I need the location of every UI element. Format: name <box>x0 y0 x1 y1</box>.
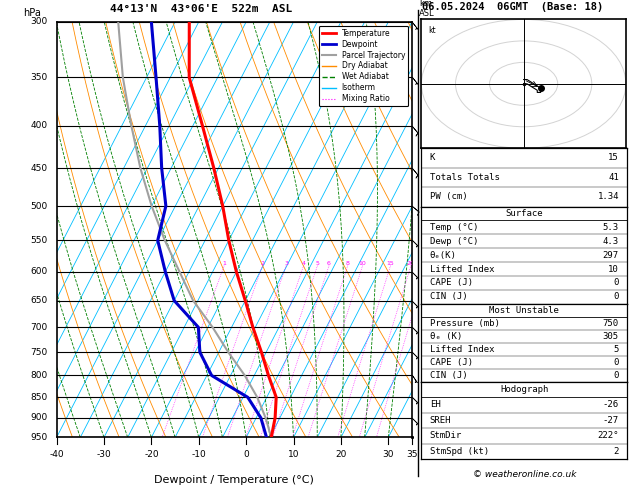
Text: 850: 850 <box>30 393 48 402</box>
Text: 800: 800 <box>30 371 48 380</box>
Text: 8: 8 <box>346 260 350 266</box>
Text: 550: 550 <box>30 236 48 245</box>
Text: CIN (J): CIN (J) <box>430 292 467 301</box>
Text: 20: 20 <box>407 260 415 266</box>
Text: θₑ(K): θₑ(K) <box>430 251 457 260</box>
Text: K: K <box>430 154 435 162</box>
Text: 6: 6 <box>327 260 331 266</box>
Text: StmDir: StmDir <box>430 432 462 440</box>
Text: 5.3: 5.3 <box>603 223 619 232</box>
Text: -27: -27 <box>603 416 619 425</box>
Text: 600: 600 <box>30 267 48 276</box>
Text: 7: 7 <box>421 131 426 140</box>
Text: 1: 1 <box>222 260 226 266</box>
Text: Mixing Ratio (g/kg): Mixing Ratio (g/kg) <box>443 210 452 290</box>
Text: 41: 41 <box>608 173 619 182</box>
Text: 700: 700 <box>30 323 48 332</box>
Text: StmSpd (kt): StmSpd (kt) <box>430 447 489 456</box>
Text: 1.34: 1.34 <box>598 192 619 201</box>
Text: -20: -20 <box>144 450 159 459</box>
Text: Temp (°C): Temp (°C) <box>430 223 478 232</box>
Text: 44°13'N  43°06'E  522m  ASL: 44°13'N 43°06'E 522m ASL <box>110 3 292 14</box>
Text: hPa: hPa <box>23 8 41 17</box>
Legend: Temperature, Dewpoint, Parcel Trajectory, Dry Adiabat, Wet Adiabat, Isotherm, Mi: Temperature, Dewpoint, Parcel Trajectory… <box>319 26 408 106</box>
Text: 2: 2 <box>421 369 426 378</box>
Text: CAPE (J): CAPE (J) <box>430 278 472 287</box>
Text: 10: 10 <box>608 264 619 274</box>
Text: km
ASL: km ASL <box>419 0 435 17</box>
Text: 5: 5 <box>316 260 320 266</box>
Text: CIN (J): CIN (J) <box>430 370 467 380</box>
Text: 8: 8 <box>421 80 426 89</box>
Text: Totals Totals: Totals Totals <box>430 173 499 182</box>
Text: 400: 400 <box>31 121 48 130</box>
Text: 950: 950 <box>30 433 48 442</box>
Text: 1: 1 <box>421 413 426 422</box>
Text: 10: 10 <box>288 450 299 459</box>
Text: CAPE (J): CAPE (J) <box>430 358 472 366</box>
Text: 15: 15 <box>608 154 619 162</box>
Text: Lifted Index: Lifted Index <box>430 345 494 354</box>
Text: 297: 297 <box>603 251 619 260</box>
Text: 500: 500 <box>30 202 48 210</box>
Text: 300: 300 <box>30 17 48 26</box>
Text: θₑ (K): θₑ (K) <box>430 331 462 341</box>
Text: 10: 10 <box>359 260 367 266</box>
Text: 4.3: 4.3 <box>603 237 619 246</box>
Text: 0: 0 <box>613 370 619 380</box>
Text: 2: 2 <box>613 447 619 456</box>
Text: 6: 6 <box>421 181 426 190</box>
Text: 4: 4 <box>421 277 426 286</box>
Text: 0: 0 <box>613 358 619 366</box>
Text: 900: 900 <box>30 414 48 422</box>
Text: Hodograph: Hodograph <box>500 385 548 394</box>
Text: -10: -10 <box>191 450 206 459</box>
Text: kt: kt <box>428 26 436 35</box>
Text: 750: 750 <box>603 319 619 328</box>
Text: 3: 3 <box>284 260 288 266</box>
Text: EH: EH <box>430 400 440 409</box>
Text: -40: -40 <box>49 450 64 459</box>
Text: Pressure (mb): Pressure (mb) <box>430 319 499 328</box>
Text: Dewpoint / Temperature (°C): Dewpoint / Temperature (°C) <box>154 475 314 485</box>
Text: 305: 305 <box>603 331 619 341</box>
Text: 350: 350 <box>30 73 48 82</box>
Text: 5: 5 <box>613 345 619 354</box>
Text: 0: 0 <box>613 292 619 301</box>
Text: © weatheronline.co.uk: © weatheronline.co.uk <box>472 469 576 479</box>
Text: 06.05.2024  06GMT  (Base: 18): 06.05.2024 06GMT (Base: 18) <box>423 2 604 12</box>
Text: Most Unstable: Most Unstable <box>489 306 559 315</box>
Text: 3: 3 <box>421 323 426 332</box>
Text: SREH: SREH <box>430 416 451 425</box>
Text: 750: 750 <box>30 347 48 357</box>
Text: 20: 20 <box>335 450 347 459</box>
Text: 450: 450 <box>31 163 48 173</box>
Text: 222°: 222° <box>598 432 619 440</box>
Text: 30: 30 <box>382 450 394 459</box>
Text: 650: 650 <box>30 296 48 305</box>
Text: 15: 15 <box>387 260 394 266</box>
Text: 2: 2 <box>260 260 264 266</box>
Text: 0: 0 <box>243 450 249 459</box>
Text: Dewp (°C): Dewp (°C) <box>430 237 478 246</box>
Text: LCL: LCL <box>421 442 437 451</box>
Text: PW (cm): PW (cm) <box>430 192 467 201</box>
Text: 35: 35 <box>406 450 418 459</box>
Text: 0: 0 <box>613 278 619 287</box>
Text: 5: 5 <box>421 229 426 238</box>
Text: Lifted Index: Lifted Index <box>430 264 494 274</box>
Text: -30: -30 <box>97 450 111 459</box>
Text: Surface: Surface <box>506 209 543 218</box>
Text: 4: 4 <box>301 260 306 266</box>
Text: -26: -26 <box>603 400 619 409</box>
